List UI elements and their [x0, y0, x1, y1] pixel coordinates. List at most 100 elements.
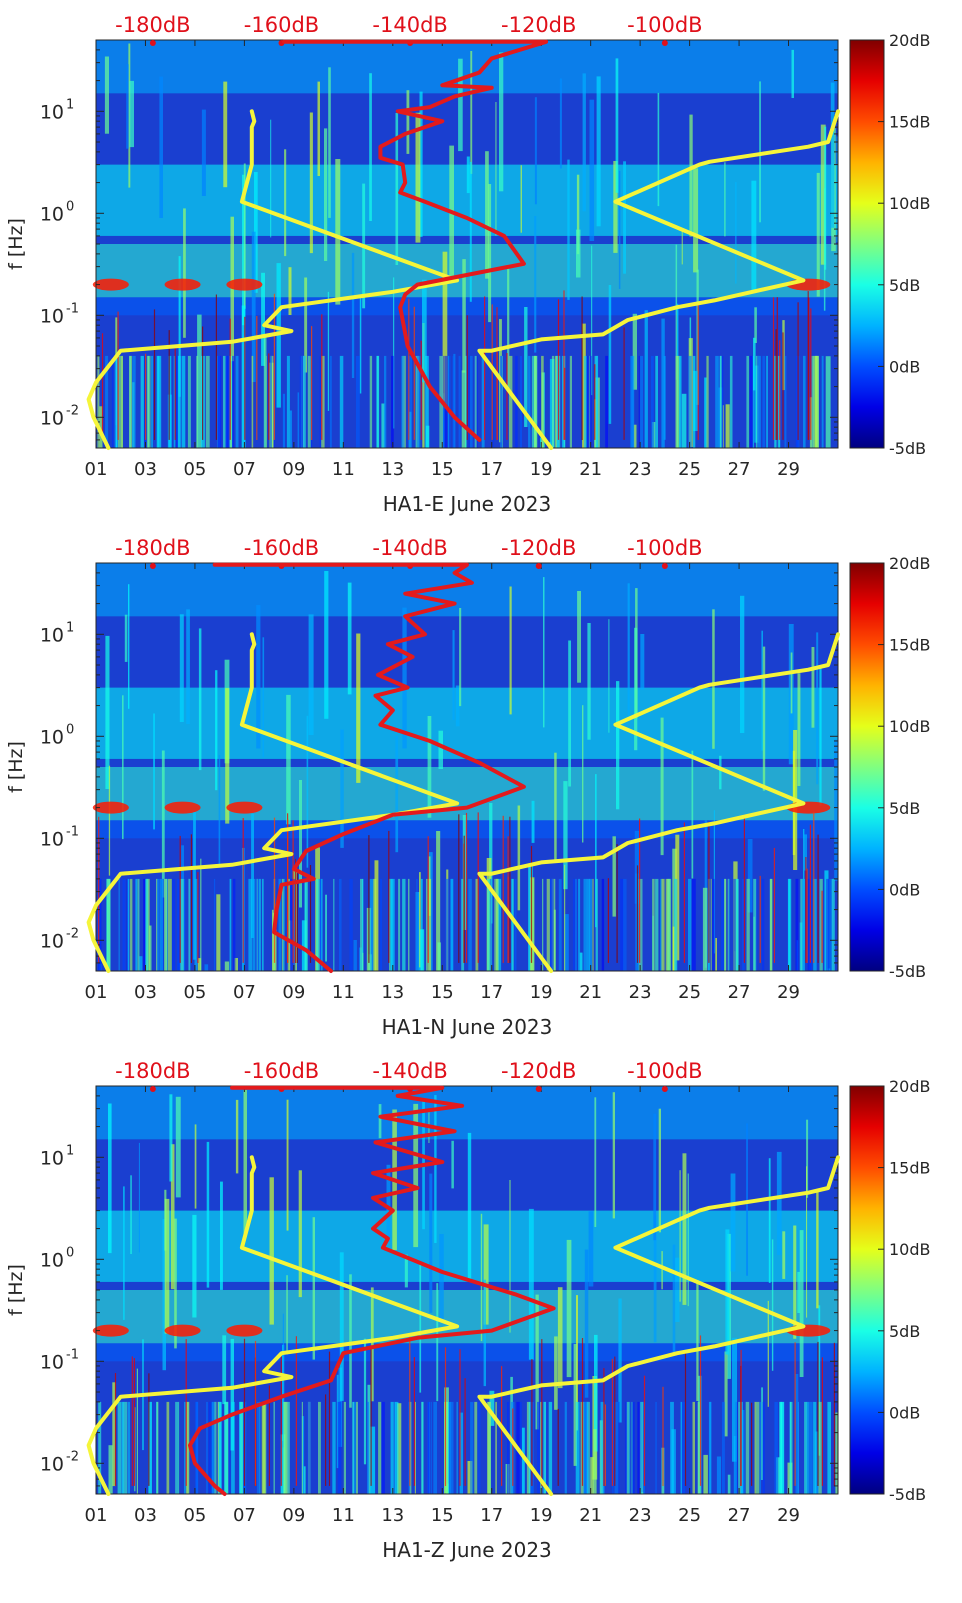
x-tick-label: 25	[678, 1505, 701, 1526]
y-tick-exponent: 1	[66, 1143, 74, 1158]
red-noise-curve	[282, 39, 549, 442]
x-tick-label: 23	[629, 459, 652, 480]
x-tick-label: 13	[381, 982, 404, 1003]
top-axis-tick	[149, 40, 156, 46]
colorbar-tick-label: 15dB	[889, 113, 931, 132]
yellow-noise-model-curve-2	[477, 109, 840, 450]
top-axis-tick	[535, 563, 542, 569]
colorbar-tick-label: 10dB	[889, 717, 931, 736]
top-axis-label: -120dB	[501, 13, 576, 37]
top-axis-label: -140dB	[372, 1059, 447, 1083]
x-tick-label: 15	[431, 982, 454, 1003]
y-tick-label: 10	[40, 203, 64, 225]
top-axis-label: -120dB	[501, 536, 576, 560]
x-tick-label: 15	[431, 459, 454, 480]
top-axis-label: -140dB	[372, 536, 447, 560]
x-tick-label: 01	[85, 459, 108, 480]
x-tick-label: 01	[85, 982, 108, 1003]
x-tick-label: 13	[381, 459, 404, 480]
y-tick-exponent: -1	[66, 1347, 79, 1362]
yellow-noise-model-curve-1	[86, 1155, 460, 1496]
x-tick-label: 25	[678, 459, 701, 480]
colorbar-tick-label: 0dB	[889, 357, 920, 376]
x-tick-label: 03	[134, 459, 157, 480]
yellow-noise-model-curve-2	[477, 632, 840, 973]
colorbar-tick-label: 15dB	[889, 636, 931, 655]
y-tick-label: 10	[40, 1147, 64, 1169]
yellow-noise-model-curve-1	[86, 632, 460, 973]
x-tick-label: 19	[530, 459, 553, 480]
y-tick-label: 10	[40, 1249, 64, 1271]
top-axis-label: -180dB	[115, 13, 190, 37]
red-noise-curve	[188, 1085, 556, 1496]
y-tick-label: 10	[40, 828, 64, 850]
x-tick-label: 03	[134, 982, 157, 1003]
x-tick-label: 11	[332, 459, 355, 480]
y-tick-exponent: 0	[66, 722, 74, 737]
colorbar: 20dB 15dB 10dB 5dB 0dB -5dB	[849, 554, 931, 981]
colorbar-tick-label: 5dB	[889, 799, 920, 818]
top-axis-tick	[535, 1086, 542, 1092]
top-axis-label: -180dB	[115, 536, 190, 560]
x-tick-label: 25	[678, 982, 701, 1003]
x-tick-label: 09	[282, 459, 305, 480]
colorbar-gradient	[849, 1085, 885, 1495]
x-tick-label: 29	[777, 1505, 800, 1526]
y-axis-label: f [Hz]	[5, 218, 27, 270]
y-tick-label: 10	[40, 305, 64, 327]
x-tick-label: 17	[480, 982, 503, 1003]
x-tick-label: 23	[629, 1505, 652, 1526]
colorbar-tick-label: 20dB	[889, 554, 931, 573]
x-axis-label: HA1-N June 2023	[382, 1015, 553, 1039]
top-axis-tick	[661, 40, 668, 46]
top-axis-label: -100dB	[627, 1059, 702, 1083]
x-tick-label: 21	[579, 459, 602, 480]
colorbar: 20dB 15dB 10dB 5dB 0dB -5dB	[849, 1077, 931, 1504]
x-tick-label: 07	[233, 982, 256, 1003]
x-tick-label: 11	[332, 1505, 355, 1526]
x-tick-label: 03	[134, 1505, 157, 1526]
top-axis-tick	[149, 563, 156, 569]
top-axis-label: -100dB	[627, 13, 702, 37]
yellow-noise-model-curve-2	[477, 1155, 840, 1496]
red-noise-curve	[212, 562, 526, 973]
top-axis-label: -160dB	[244, 1059, 319, 1083]
top-axis-tick	[661, 1086, 668, 1092]
colorbar-gradient	[849, 39, 885, 449]
colorbar-tick-label: 0dB	[889, 1403, 920, 1422]
y-tick-label: 10	[40, 1351, 64, 1373]
y-tick-exponent: -2	[66, 1449, 79, 1464]
colorbar-gradient	[849, 562, 885, 972]
colorbar-tick-label: 20dB	[889, 31, 931, 50]
x-tick-label: 09	[282, 1505, 305, 1526]
y-tick-label: 10	[40, 624, 64, 646]
spectrogram-image	[92, 1086, 838, 1495]
y-tick-exponent: 1	[66, 97, 74, 112]
colorbar-tick-label: 5dB	[889, 1322, 920, 1341]
yellow-noise-model-curve-1	[86, 109, 460, 450]
x-tick-label: 05	[183, 459, 206, 480]
x-tick-label: 21	[579, 1505, 602, 1526]
top-axis-tick	[149, 1086, 156, 1092]
y-tick-label: 10	[40, 407, 64, 429]
y-tick-label: 10	[40, 101, 64, 123]
spectrogram-image	[92, 40, 838, 448]
x-tick-label: 15	[431, 1505, 454, 1526]
y-tick-exponent: 0	[66, 1245, 74, 1260]
top-axis-label: -120dB	[501, 1059, 576, 1083]
x-axis-label: HA1-E June 2023	[383, 492, 551, 516]
y-tick-exponent: -2	[66, 403, 79, 418]
x-tick-label: 11	[332, 982, 355, 1003]
colorbar-tick-label: -5dB	[889, 962, 926, 981]
top-axis-tick	[661, 563, 668, 569]
y-tick-exponent: -2	[66, 926, 79, 941]
colorbar: 20dB 15dB 10dB 5dB 0dB -5dB	[849, 31, 931, 458]
y-tick-label: 10	[40, 1453, 64, 1475]
x-tick-label: 27	[728, 459, 751, 480]
x-tick-label: 21	[579, 982, 602, 1003]
y-tick-label: 10	[40, 726, 64, 748]
x-tick-label: 05	[183, 982, 206, 1003]
